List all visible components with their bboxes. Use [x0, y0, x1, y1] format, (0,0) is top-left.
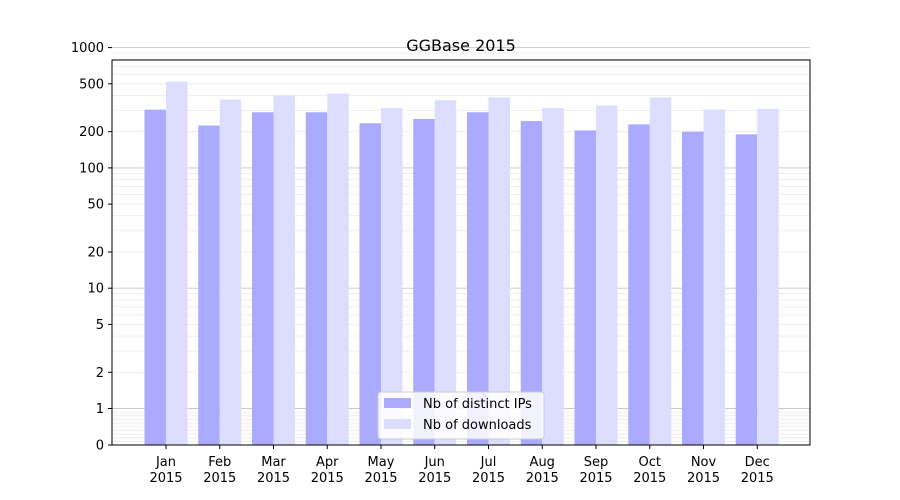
bar-downloads	[219, 99, 242, 445]
x-tick-label-month: Dec	[745, 455, 770, 470]
bar-distinct-ips	[144, 109, 166, 445]
bar-distinct-ips	[520, 121, 543, 446]
x-tick-label-year: 2015	[311, 471, 344, 486]
legend-box	[377, 391, 545, 440]
bar-distinct-ips	[574, 130, 596, 446]
y-tick-label: 20	[87, 245, 104, 260]
y-tick-label: 2	[96, 366, 104, 381]
chart-title: GGBase 2015	[406, 36, 516, 55]
y-tick-label: 100	[79, 161, 104, 176]
bar-downloads	[542, 107, 564, 445]
bar-downloads	[381, 107, 403, 445]
bar-downloads	[757, 108, 779, 445]
x-tick-label-year: 2015	[364, 471, 397, 486]
x-tick-label-month: Nov	[691, 455, 717, 470]
x-tick-label-month: Jul	[480, 455, 497, 470]
y-tick-label: 500	[79, 77, 104, 92]
bar-downloads	[703, 109, 725, 445]
x-tick-label-month: Jan	[155, 455, 176, 470]
x-tick-label-month: Jun	[424, 455, 445, 470]
bar-distinct-ips	[467, 112, 489, 445]
x-tick-label-year: 2015	[203, 471, 236, 486]
x-tick-label-month: Aug	[530, 455, 555, 470]
y-tick-label: 1000	[71, 41, 104, 56]
x-tick-label-year: 2015	[741, 471, 774, 486]
bar-downloads	[327, 93, 349, 445]
y-tick-label: 1	[96, 402, 104, 417]
x-tick-label-month: Feb	[208, 455, 231, 470]
legend: Nb of distinct IPs Nb of downloads	[377, 391, 545, 440]
bar-distinct-ips	[628, 124, 650, 445]
y-tick-label: 5	[96, 318, 104, 333]
legend-swatch	[384, 398, 411, 408]
x-tick-label-year: 2015	[257, 471, 290, 486]
bar-downloads	[488, 97, 510, 446]
x-tick-label-month: Apr	[316, 455, 339, 470]
legend-label: Nb of distinct IPs	[423, 397, 532, 412]
x-tick-label-year: 2015	[418, 471, 451, 486]
x-tick-label-year: 2015	[579, 471, 612, 486]
bar-downloads	[166, 81, 188, 445]
y-tick-label: 10	[87, 282, 104, 297]
x-axis: Jan2015Feb2015Mar2015Apr2015May2015Jun20…	[149, 445, 774, 486]
x-tick-label-year: 2015	[526, 471, 559, 486]
legend-swatch	[384, 419, 411, 429]
x-tick-label-year: 2015	[472, 471, 505, 486]
x-tick-label-month: May	[368, 455, 395, 470]
bars	[144, 81, 779, 446]
x-tick-label-month: Sep	[584, 455, 609, 470]
bar-distinct-ips	[735, 134, 758, 445]
y-axis: 0 1 2 5 10 20 50 100 200 500 1000	[71, 41, 112, 454]
x-tick-label-month: Oct	[639, 455, 661, 470]
x-tick-label-year: 2015	[149, 471, 182, 486]
legend-label: Nb of downloads	[423, 418, 532, 433]
bar-distinct-ips	[198, 125, 220, 445]
bar-distinct-ips	[252, 112, 274, 445]
bar-downloads	[434, 100, 457, 446]
bar-downloads	[649, 97, 672, 446]
x-tick-label-year: 2015	[633, 471, 666, 486]
y-tick-label: 0	[96, 439, 104, 454]
bar-distinct-ips	[305, 112, 328, 445]
x-tick-label-year: 2015	[687, 471, 720, 486]
bar-downloads	[273, 95, 295, 446]
x-tick-label-month: Mar	[261, 455, 286, 470]
plot-frame	[111, 59, 811, 446]
bar-distinct-ips	[413, 118, 435, 445]
bar-distinct-ips	[359, 123, 381, 446]
bar-downloads	[596, 105, 618, 446]
y-tick-label: 200	[79, 125, 104, 140]
bar-distinct-ips	[682, 131, 704, 445]
y-tick-label: 50	[87, 198, 104, 213]
